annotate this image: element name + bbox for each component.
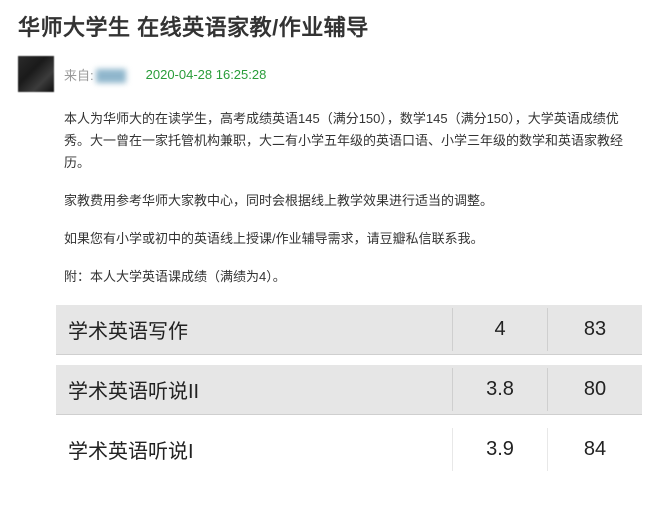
cell-course: 学术英语写作 — [56, 305, 452, 354]
post-meta: 来自: 2020-04-28 16:25:28 — [18, 56, 632, 92]
cell-score: 83 — [547, 308, 642, 351]
cell-score: 80 — [547, 368, 642, 411]
cell-score: 84 — [547, 428, 642, 471]
post-timestamp: 2020-04-28 16:25:28 — [146, 67, 267, 82]
cell-course: 学术英语听说I — [56, 425, 452, 474]
cell-course: 学术英语听说II — [56, 365, 452, 414]
paragraph: 附：本人大学英语课成绩（满绩为4）。 — [64, 266, 632, 288]
cell-gpa: 4 — [452, 308, 547, 351]
cell-gpa: 3.8 — [452, 368, 547, 411]
grades-table: 学术英语写作 4 83 学术英语听说II 3.8 80 学术英语听说I 3.9 … — [56, 305, 642, 474]
username-blurred — [96, 69, 126, 83]
paragraph: 如果您有小学或初中的英语线上授课/作业辅导需求，请豆瓣私信联系我。 — [64, 228, 632, 250]
post-title: 华师大学生 在线英语家教/作业辅导 — [18, 10, 632, 42]
avatar[interactable] — [18, 56, 54, 92]
table-row: 学术英语听说I 3.9 84 — [56, 425, 642, 474]
paragraph: 本人为华师大的在读学生，高考成绩英语145（满分150），数学145（满分150… — [64, 108, 632, 174]
from-label: 来自: — [64, 65, 126, 84]
post-body: 本人为华师大的在读学生，高考成绩英语145（满分150），数学145（满分150… — [18, 108, 632, 289]
table-row: 学术英语听说II 3.8 80 — [56, 365, 642, 415]
table-row: 学术英语写作 4 83 — [56, 305, 642, 355]
paragraph: 家教费用参考华师大家教中心，同时会根据线上教学效果进行适当的调整。 — [64, 190, 632, 212]
cell-gpa: 3.9 — [452, 428, 547, 471]
